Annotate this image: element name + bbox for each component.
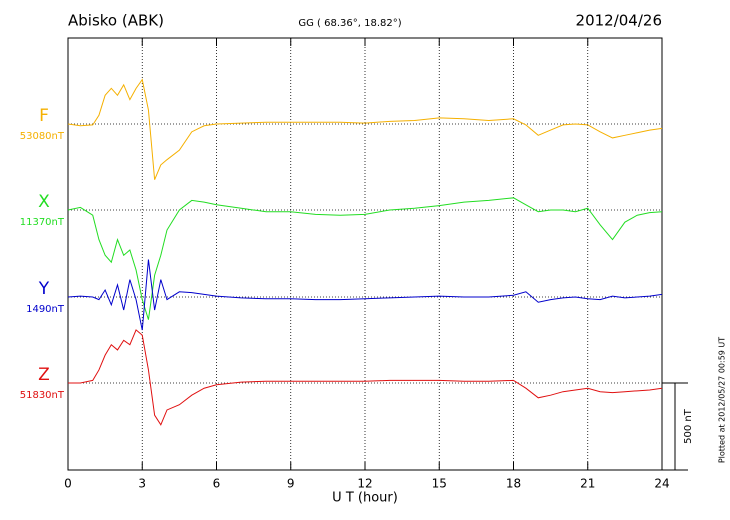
series-name: Z [38, 365, 50, 385]
baseline-label: 53080nT [20, 131, 65, 142]
scale-bar-label: 500 nT [683, 408, 694, 444]
x-tick-label: 21 [580, 477, 595, 491]
footer: Plotted at 2012/05/27 00:59 UT [718, 337, 727, 463]
baseline-label: 1490nT [26, 304, 65, 315]
series-name: Y [38, 279, 50, 299]
chart-date: 2012/04/26 [576, 12, 662, 30]
baseline-label: 51830nT [20, 390, 65, 401]
series-line [67, 197, 663, 320]
chart-subtitle: GG ( 68.36°, 18.82°) [298, 18, 401, 29]
baseline-label: 11370nT [20, 217, 65, 228]
x-tick-label: 18 [506, 477, 521, 491]
x-tick-label: 12 [357, 477, 372, 491]
series-line [68, 329, 663, 426]
x-tick-label: 24 [654, 477, 669, 491]
series-line [67, 78, 663, 180]
x-tick-label: 0 [64, 477, 72, 491]
x-tick-label: 15 [432, 477, 447, 491]
x-tick-label: 3 [138, 477, 146, 491]
series-name: F [39, 106, 49, 126]
x-axis-label: U T (hour) [332, 491, 398, 506]
x-tick-label: 9 [287, 477, 295, 491]
chart-title: Abisko (ABK) [68, 12, 164, 30]
x-tick-label: 6 [213, 477, 221, 491]
series-name: X [38, 192, 50, 212]
series-line [67, 259, 663, 331]
